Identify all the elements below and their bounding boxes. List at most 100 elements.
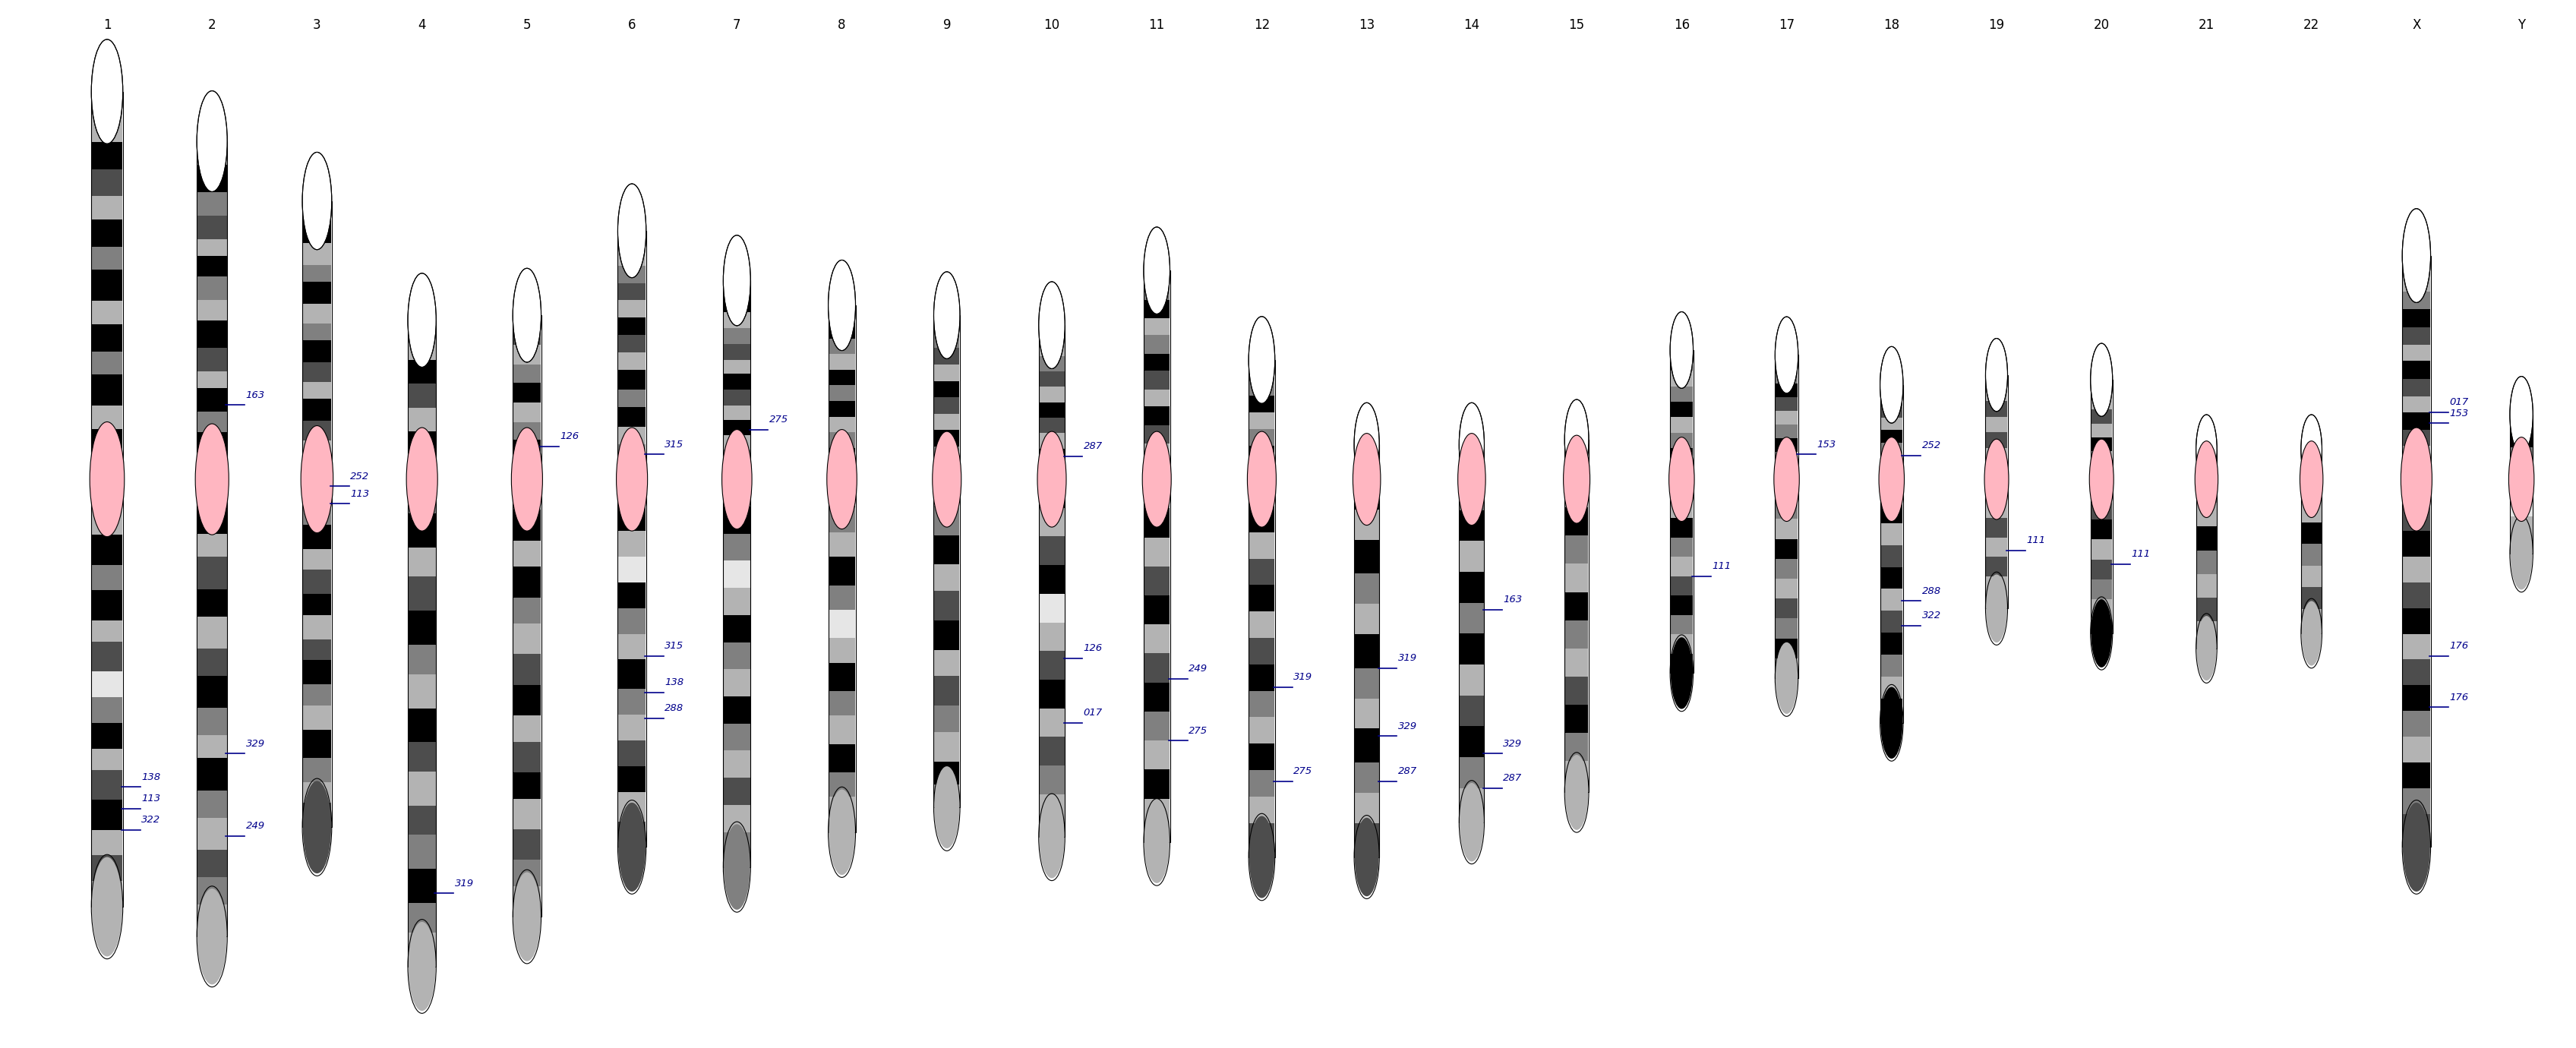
Ellipse shape: [724, 235, 750, 326]
Bar: [724, 436, 750, 450]
Bar: [198, 758, 227, 790]
Bar: [1672, 615, 1692, 634]
Text: 16: 16: [1674, 18, 1690, 31]
Bar: [618, 583, 647, 608]
Bar: [93, 855, 121, 881]
Bar: [724, 670, 750, 696]
Bar: [1880, 545, 1904, 567]
Bar: [198, 506, 227, 534]
Bar: [301, 201, 332, 479]
Ellipse shape: [1249, 316, 1275, 403]
Bar: [1355, 444, 1378, 479]
Bar: [198, 371, 227, 388]
Bar: [2195, 479, 2218, 649]
Bar: [198, 534, 227, 556]
Bar: [829, 585, 855, 610]
Bar: [1672, 499, 1692, 518]
Text: 7: 7: [734, 18, 742, 31]
Bar: [618, 318, 647, 335]
Bar: [2195, 479, 2218, 649]
Bar: [304, 729, 332, 758]
Bar: [1038, 508, 1064, 537]
Bar: [1355, 698, 1378, 728]
Bar: [618, 766, 647, 792]
Text: Y: Y: [2517, 18, 2524, 31]
Text: 113: 113: [350, 488, 368, 499]
Bar: [198, 277, 227, 300]
Ellipse shape: [198, 93, 227, 190]
Text: 138: 138: [665, 678, 683, 687]
Bar: [198, 676, 227, 707]
Bar: [1461, 664, 1484, 695]
Bar: [93, 770, 121, 800]
Bar: [198, 479, 227, 506]
Text: 163: 163: [1502, 595, 1522, 605]
Bar: [724, 406, 750, 419]
Bar: [829, 556, 855, 585]
Bar: [1249, 413, 1275, 430]
Bar: [829, 479, 855, 832]
Bar: [513, 330, 541, 345]
Bar: [1355, 479, 1378, 857]
Text: 4: 4: [417, 18, 425, 31]
Bar: [93, 169, 121, 196]
Bar: [1775, 411, 1798, 424]
Bar: [1564, 439, 1589, 479]
Bar: [933, 479, 961, 807]
Bar: [198, 239, 227, 256]
Bar: [724, 506, 750, 533]
Ellipse shape: [1986, 339, 2007, 412]
Ellipse shape: [933, 432, 961, 527]
Bar: [304, 243, 332, 265]
Text: 13: 13: [1358, 18, 1376, 31]
Bar: [304, 363, 332, 381]
Text: 017: 017: [2450, 397, 2468, 408]
Bar: [829, 691, 855, 716]
Bar: [304, 549, 332, 570]
Bar: [2092, 479, 2112, 499]
Ellipse shape: [301, 425, 332, 532]
Bar: [1249, 717, 1275, 744]
Text: 153: 153: [1816, 439, 1837, 450]
Bar: [724, 805, 750, 832]
Ellipse shape: [827, 430, 858, 529]
Bar: [1566, 564, 1589, 592]
Ellipse shape: [1984, 439, 2009, 520]
Bar: [410, 771, 435, 806]
Text: 2: 2: [209, 18, 216, 31]
Bar: [1775, 559, 1798, 578]
Bar: [93, 91, 121, 115]
Bar: [618, 822, 647, 847]
Bar: [93, 406, 121, 429]
Text: 19: 19: [1989, 18, 2004, 31]
Bar: [2403, 327, 2429, 345]
Ellipse shape: [90, 40, 124, 144]
Bar: [513, 567, 541, 597]
Bar: [304, 324, 332, 341]
Bar: [1249, 479, 1275, 857]
Bar: [724, 479, 750, 867]
Bar: [1880, 442, 1904, 455]
Ellipse shape: [1880, 687, 1904, 759]
Bar: [618, 740, 647, 766]
Text: 17: 17: [1777, 18, 1795, 31]
Bar: [935, 784, 958, 807]
Bar: [304, 504, 332, 524]
Bar: [1249, 823, 1275, 857]
Bar: [2092, 452, 2112, 465]
Bar: [1461, 510, 1484, 541]
Ellipse shape: [1880, 349, 1904, 420]
Bar: [618, 505, 647, 530]
Bar: [724, 328, 750, 344]
Bar: [1672, 538, 1692, 556]
Bar: [1672, 401, 1692, 417]
Bar: [1880, 633, 1904, 655]
Bar: [1144, 625, 1170, 654]
Bar: [2509, 415, 2532, 479]
Bar: [1880, 385, 1904, 393]
Bar: [301, 479, 332, 827]
Bar: [198, 256, 227, 277]
Bar: [829, 447, 855, 463]
Bar: [1672, 417, 1692, 433]
Bar: [2092, 437, 2112, 452]
